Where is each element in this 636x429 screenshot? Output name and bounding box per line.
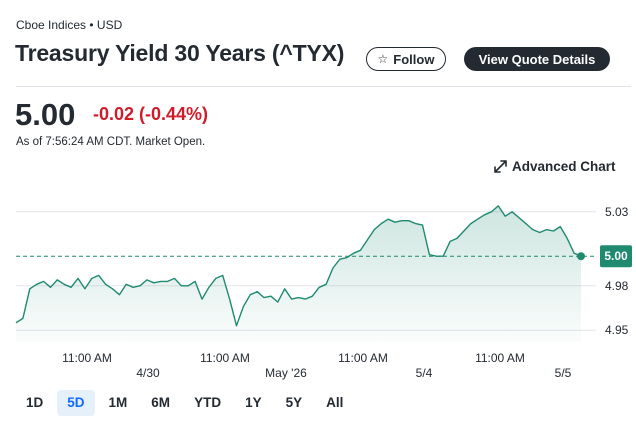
chart-line xyxy=(15,205,582,327)
x-time-label: 11:00 AM xyxy=(62,351,112,365)
current-price: 5.00 xyxy=(15,97,76,132)
x-date-label: 5/4 xyxy=(416,366,433,380)
range-6m[interactable]: 6M xyxy=(151,395,171,410)
x-time-label: 11:00 AM xyxy=(475,351,525,365)
range-5y[interactable]: 5Y xyxy=(285,395,303,410)
range-all[interactable]: All xyxy=(326,395,344,410)
current-value-dot xyxy=(577,252,585,261)
x-date-label: 4/30 xyxy=(136,366,160,380)
x-time-label: 11:00 AM xyxy=(338,351,388,365)
x-time-label: 11:00 AM xyxy=(200,351,250,365)
current-value-badge: 5.00 xyxy=(600,245,632,268)
y-tick-label: 4.95 xyxy=(605,323,629,337)
x-date-label: May '26 xyxy=(265,366,307,380)
range-1d[interactable]: 1D xyxy=(26,395,44,410)
range-1y[interactable]: 1Y xyxy=(245,395,262,410)
follow-label: Follow xyxy=(393,51,435,67)
advanced-chart-label: Advanced Chart xyxy=(512,159,616,174)
view-quote-details-label: View Quote Details xyxy=(478,51,596,67)
range-ytd[interactable]: YTD xyxy=(194,395,222,410)
y-tick-label: 4.98 xyxy=(605,279,629,293)
price-chart[interactable]: 5.03 4.98 4.95 11:00 AM 11:00 AM 11:00 AM 11:… xyxy=(0,190,636,386)
view-quote-details-button[interactable]: View Quote Details xyxy=(464,47,610,71)
as-of-timestamp: As of 7:56:24 AM CDT. Market Open. xyxy=(16,136,206,148)
exchange-label: Cboe Indices • USD xyxy=(16,18,123,32)
star-icon: ☆ xyxy=(377,52,389,66)
y-tick-label: 5.03 xyxy=(605,205,629,219)
price-change: -0.02 (-0.44%) xyxy=(93,104,209,124)
current-value-label: 5.00 xyxy=(604,249,628,263)
range-selector: 1D 5D 1M 6M YTD 1Y 5Y All xyxy=(16,390,357,416)
expand-arrows-icon xyxy=(494,160,507,173)
header-divider xyxy=(16,86,631,87)
chart-area-fill xyxy=(16,205,581,342)
advanced-chart-button[interactable]: Advanced Chart xyxy=(494,159,616,174)
follow-button[interactable]: ☆ Follow xyxy=(366,47,446,71)
range-1m[interactable]: 1M xyxy=(108,395,128,410)
page-title: Treasury Yield 30 Years (^TYX) xyxy=(15,40,345,66)
x-date-label: 5/5 xyxy=(555,366,572,380)
range-5d[interactable]: 5D xyxy=(57,390,95,416)
